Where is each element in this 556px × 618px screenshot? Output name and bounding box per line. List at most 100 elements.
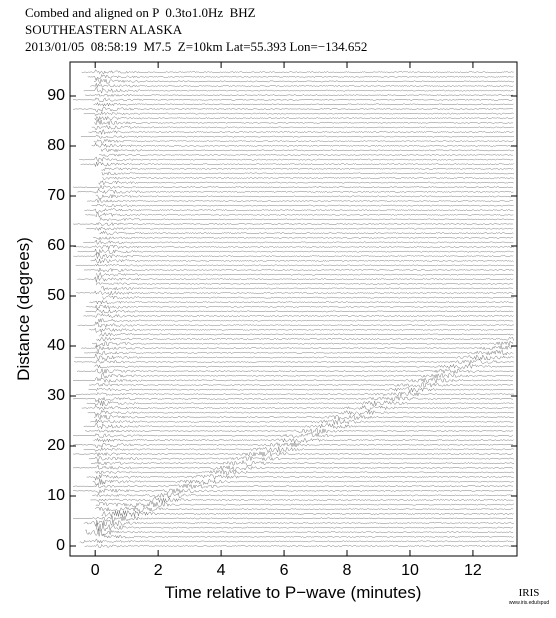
seismogram-trace [81,69,514,75]
seismogram-trace [95,523,514,532]
seismogram-trace [81,404,514,412]
seismogram-trace [84,93,514,97]
seismogram-trace [84,528,514,537]
seismogram-trace [83,111,514,117]
seismogram-trace [86,400,514,407]
seismogram-trace [94,506,514,513]
seismogram-trace [93,437,514,444]
seismogram-trace [84,544,514,548]
seismogram-trace [102,295,514,300]
seismogram-trace [79,538,514,544]
seismogram-trace [87,409,514,417]
header-line: Combed and aligned on P 0.3to1.0Hz BHZ [25,5,256,20]
seismogram-trace [91,203,514,208]
header-line: 2013/01/05 08:58:19 M7.5 Z=10km Lat=55.3… [25,39,367,54]
seismogram-trace [97,318,514,323]
logo-url: www.iris.edu/spud [509,600,550,606]
seismogram-trace [87,73,514,81]
seismogram-trace [80,134,515,139]
seismogram-trace [92,340,514,348]
seismogram-trace [72,464,514,471]
y-tick-label: 90 [47,87,65,104]
seismogram-trace [98,180,514,186]
x-tick-label: 2 [154,562,163,579]
seismogram-trace [90,82,514,88]
seismogram-trace [83,313,514,318]
seismogram-trace [91,142,514,148]
seismogram-trace [80,344,514,352]
seismogram-trace [72,432,514,439]
y-tick-label: 40 [47,337,65,354]
seismogram-trace [95,501,514,508]
seismogram-trace [86,304,514,311]
seismogram-trace [93,236,514,241]
seismogram-trace [75,263,514,267]
seismogram-trace [72,442,514,449]
y-tick-label: 50 [47,287,65,304]
x-tick-label: 0 [91,562,100,579]
seismogram-trace [88,129,514,136]
seismogram-trace [83,422,514,430]
seismogram-trace [101,171,514,176]
y-tick-label: 80 [47,137,65,154]
seismogram-trace [75,391,514,397]
seismogram-trace [101,286,514,292]
seismogram-trace [84,208,514,213]
seismogram-trace [93,414,515,421]
seismogram-trace [90,258,514,264]
seismogram-trace [79,156,514,163]
seismogram-trace [90,459,515,467]
seismogram-trace [99,332,514,337]
seismogram-trace [93,118,514,126]
x-tick-label: 10 [401,562,419,579]
seismogram-trace [77,321,514,329]
seismogram-trace [72,377,514,384]
seismogram-trace [88,455,514,463]
seismogram-trace [87,198,514,204]
seismogram-trace [89,382,514,388]
seismogram-trace [92,492,514,499]
seismogram-trace [102,176,514,180]
seismogram-trace [95,193,514,200]
seismogram-trace [99,230,514,235]
seismogram-trace [89,299,514,305]
seismogram-trace [72,483,514,490]
seismogram-trace [80,161,514,168]
seismogram-trace [72,515,513,522]
seismogram-trace [72,184,514,190]
y-tick-label: 0 [56,537,65,554]
seismogram-trace [92,478,514,486]
seismogram-trace [72,487,514,495]
y-tick-label: 20 [47,437,65,454]
seismogram-trace [96,272,514,278]
seismogram-trace [72,107,514,113]
seismogram-trace [95,282,514,286]
seismogram-trace [94,469,515,476]
x-tick-label: 8 [343,562,352,579]
x-tick-label: 6 [280,562,289,579]
seismogram-trace [89,327,514,334]
seismogram-trace [99,217,514,222]
seismogram-trace [93,78,515,85]
seismogram-trace [86,474,514,482]
seismogram-trace [90,497,514,503]
seismogram-trace [96,336,514,342]
seismogram-trace [85,309,514,314]
seismogram-trace [72,395,514,403]
seismogram-trace [74,353,514,361]
seismogram-trace [101,167,514,172]
seismogram-trace [76,290,514,296]
seismogram-trace [77,248,514,256]
seismogram-trace [83,239,514,245]
seismogram-trace [84,349,514,356]
seismogram-trace [101,510,514,518]
seismogram-trace [73,252,514,260]
seismogram-trace [100,148,514,153]
y-axis-label: Distance (degrees) [14,237,33,381]
seismogram-trace [90,418,514,425]
seismogram-trace [101,534,514,539]
seismogram-trace [73,244,514,250]
seismogram-trace [86,226,514,232]
seismogram-trace [83,87,514,94]
y-tick-label: 30 [47,387,65,404]
